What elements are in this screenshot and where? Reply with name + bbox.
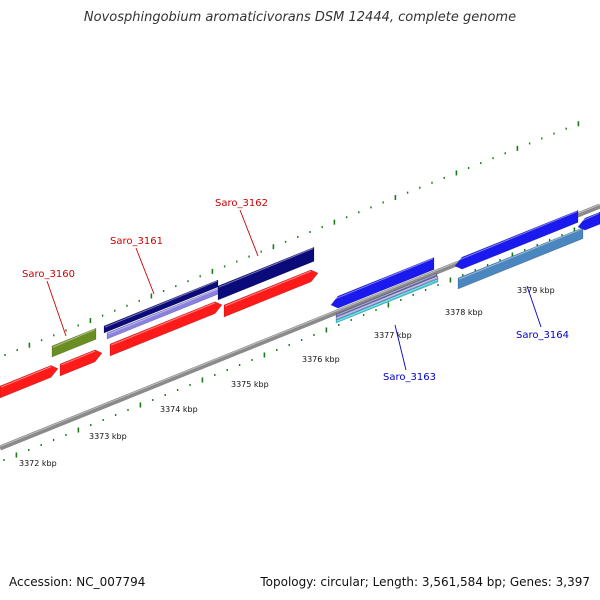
feature-arrow-red[interactable] [223,269,319,318]
feature-arrow-red[interactable] [0,365,59,399]
scale-label: 3373 kbp [89,432,127,441]
feature-arrow-blue-highlight [331,258,434,301]
accession-text: Accession: NC_007794 [9,575,146,589]
feature-band[interactable] [335,272,438,318]
scale-label: 3374 kbp [160,405,198,414]
genome-summary-text: Topology: circular; Length: 3,561,584 bp… [260,575,590,589]
gene-leader-line [394,324,407,371]
gene-label-layer: Saro_3160 Saro_3161 Saro_3162 Saro_3163 Saro… [22,198,569,383]
gene-label-saro-3160[interactable]: Saro_3160 [22,269,75,280]
feature-saro-3164[interactable] [457,227,584,290]
feature-saro-3163-highlight [336,279,438,322]
gene-leader-line [135,247,155,295]
feature-arrow-red-highlight [110,302,216,346]
feature-arrow-red-highlight [224,270,312,307]
scale-labels: 3372 kbp 3373 kbp 3374 kbp 3375 kbp 3376 kbp… [19,286,555,468]
feature-arrow-blue[interactable] [577,211,600,231]
gene-label-saro-3161[interactable]: Saro_3161 [110,236,163,247]
scale-label: 3376 kbp [302,355,340,364]
gene-leader-line [526,285,542,328]
feature-saro-3160[interactable] [51,327,97,358]
lower-tick-track [3,223,588,461]
gene-label-saro-3164[interactable]: Saro_3164 [516,330,569,341]
feature-arrow-blue[interactable] [330,257,435,309]
map-title: Novosphingobium aromaticivorans DSM 1244… [83,10,517,25]
feature-saro-3163[interactable] [335,278,439,324]
scale-label: 3375 kbp [231,380,269,389]
scale-label: 3377 kbp [374,331,412,340]
feature-saro-3162[interactable] [217,246,315,301]
gene-label-saro-3163[interactable]: Saro_3163 [383,372,436,383]
feature-track [0,209,600,399]
feature-band-highlight [336,274,437,316]
feature-arrow-red[interactable] [109,301,223,357]
feature-saro-3164-highlight [458,228,583,280]
feature-saro-3160-highlight [52,328,96,348]
scale-label: 3372 kbp [19,459,57,468]
feature-arrow-blue-highlight [455,211,578,262]
scale-label: 3378 kbp [445,308,483,317]
feature-arrow-red[interactable] [59,349,103,377]
feature-arrow-blue-highlight [578,212,600,223]
gene-leader-line [46,280,67,337]
gene-leader-line [239,209,259,257]
feature-saro-3161-part-highlight [107,288,219,335]
feature-saro-3162-highlight [218,248,314,288]
gene-label-saro-3162[interactable]: Saro_3162 [215,198,268,209]
feature-saro-3161-highlight [104,280,218,328]
feature-arrow-red-highlight [60,350,96,366]
feature-arrow-red-highlight [0,366,52,388]
scale-label: 3379 kbp [517,286,555,295]
feature-band-highlight [336,276,438,319]
upper-tick-track [4,121,580,356]
feature-arrow-blue[interactable] [454,209,579,270]
